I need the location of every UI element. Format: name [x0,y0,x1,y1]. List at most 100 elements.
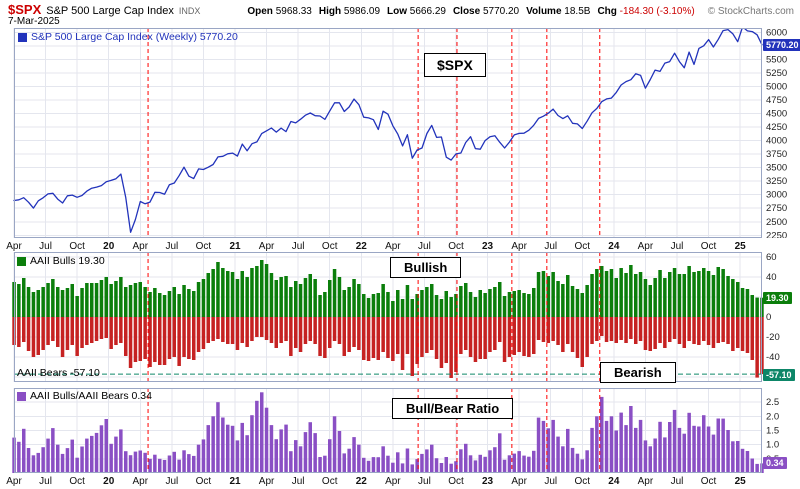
svg-text:25: 25 [735,241,747,252]
svg-text:Apr: Apr [511,241,527,252]
svg-text:Apr: Apr [133,476,149,487]
svg-text:60: 60 [766,252,777,263]
svg-text:2.0: 2.0 [766,411,779,422]
svg-text:Apr: Apr [259,476,275,487]
quote-volume: Volume 18.5B [526,6,591,17]
svg-text:21: 21 [229,476,241,487]
index-name: S&P 500 Large Cap Index [46,5,174,17]
svg-text:Jul: Jul [671,476,684,487]
ticker-symbol: $SPX [8,2,42,17]
price-series-legend: S&P 500 Large Cap Index (Weekly) 5770.20 [18,31,238,43]
svg-text:25: 25 [735,476,747,487]
quote-open: Open 5968.33 [247,6,312,17]
svg-text:23: 23 [482,241,494,252]
bulls-series-icon [17,256,26,266]
svg-text:Jul: Jul [39,241,52,252]
svg-text:0: 0 [766,312,771,323]
bulls-series-legend: AAII Bulls 19.30 [17,255,105,267]
ratio-series-legend: AAII Bulls/AAII Bears 0.34 [17,390,152,402]
svg-text:Apr: Apr [385,241,401,252]
price-legend-label: S&P 500 Large Cap Index (Weekly) 5770.20 [31,31,238,43]
bears-legend-label: AAII Bears -57.10 [17,367,100,379]
svg-text:3750: 3750 [766,149,787,160]
svg-text:4500: 4500 [766,109,787,120]
svg-text:Oct: Oct [69,241,85,252]
svg-text:Oct: Oct [701,241,717,252]
bears-last-value-badge: -57.10 [763,369,795,381]
svg-text:Oct: Oct [575,476,591,487]
svg-text:Apr: Apr [511,476,527,487]
bears-series-legend: AAII Bears -57.10 [17,367,100,379]
svg-text:24: 24 [608,241,620,252]
price-panel-canvas: 6000575055005250500047504500425040003750… [13,28,787,238]
exchange-label: INDX [178,6,201,16]
svg-text:2250: 2250 [766,230,787,238]
svg-text:3250: 3250 [766,176,787,187]
svg-text:23: 23 [482,476,494,487]
svg-text:Apr: Apr [638,476,654,487]
svg-text:Apr: Apr [259,241,275,252]
svg-text:Oct: Oct [322,241,338,252]
ratio-last-value-badge: 0.34 [763,457,787,469]
quote-high: High 5986.09 [318,6,381,17]
svg-text:Oct: Oct [701,476,717,487]
bull-bear-ratio-annotation-box: Bull/Bear Ratio [392,398,514,419]
svg-text:Jul: Jul [418,476,431,487]
quote-low: Low 5666.29 [387,6,446,17]
chart-date: 7-Mar-2025 [8,16,60,27]
svg-text:-20: -20 [766,332,780,343]
svg-text:Jul: Jul [165,476,178,487]
svg-text:Jul: Jul [544,476,557,487]
svg-text:Oct: Oct [322,476,338,487]
svg-text:Jul: Jul [671,241,684,252]
quote-close: Close 5770.20 [452,6,520,17]
spx-annotation-box: $SPX [424,53,486,77]
svg-text:Oct: Oct [575,241,591,252]
svg-text:Jul: Jul [292,241,305,252]
svg-text:3500: 3500 [766,163,787,174]
svg-text:22: 22 [356,476,368,487]
sentiment-panel-canvas: 6040200-20-40-60 [12,252,780,382]
svg-text:Jul: Jul [39,476,52,487]
svg-text:5000: 5000 [766,81,787,92]
svg-text:Apr: Apr [133,241,149,252]
svg-text:21: 21 [229,241,241,252]
bulls-last-value-badge: 19.30 [763,292,792,304]
svg-text:24: 24 [608,476,620,487]
svg-text:Oct: Oct [196,476,212,487]
svg-text:4000: 4000 [766,136,787,147]
svg-text:Apr: Apr [638,241,654,252]
svg-text:22: 22 [356,241,368,252]
svg-text:Oct: Oct [196,241,212,252]
svg-text:20: 20 [103,241,115,252]
svg-text:Apr: Apr [6,476,22,487]
svg-text:Oct: Oct [448,476,464,487]
svg-text:4750: 4750 [766,95,787,106]
x-axis-labels-top: Apr Jul Oct 20 Apr Jul Oct 21 Apr Jul Oct 22 Apr Jul O… [6,241,747,252]
ratio-panel-canvas: 2.52.01.51.00.5 [12,388,779,473]
svg-text:2500: 2500 [766,217,787,228]
svg-text:Jul: Jul [292,476,305,487]
svg-text:Jul: Jul [165,241,178,252]
svg-text:Jul: Jul [544,241,557,252]
svg-text:1.5: 1.5 [766,426,779,437]
x-axis-labels-bottom: Apr Jul Oct 20 Apr Jul Oct 21 Apr Jul Oct 22 Apr Jul O… [6,476,747,487]
svg-text:5250: 5250 [766,68,787,79]
svg-text:6000: 6000 [766,28,787,38]
svg-text:4250: 4250 [766,122,787,133]
bullish-annotation-box: Bullish [390,257,462,278]
price-series-icon [18,32,27,42]
svg-text:5500: 5500 [766,54,787,65]
svg-text:Apr: Apr [6,241,22,252]
ratio-legend-label: AAII Bulls/AAII Bears 0.34 [30,390,152,402]
svg-text:Jul: Jul [418,241,431,252]
bulls-legend-label: AAII Bulls 19.30 [30,255,105,267]
stockcharts-copyright-link[interactable]: © StockCharts.com [707,6,794,17]
svg-text:-40: -40 [766,352,780,363]
svg-text:Oct: Oct [448,241,464,252]
svg-text:20: 20 [103,476,115,487]
svg-text:2750: 2750 [766,203,787,214]
ratio-series-icon [17,391,26,401]
svg-text:40: 40 [766,272,777,283]
